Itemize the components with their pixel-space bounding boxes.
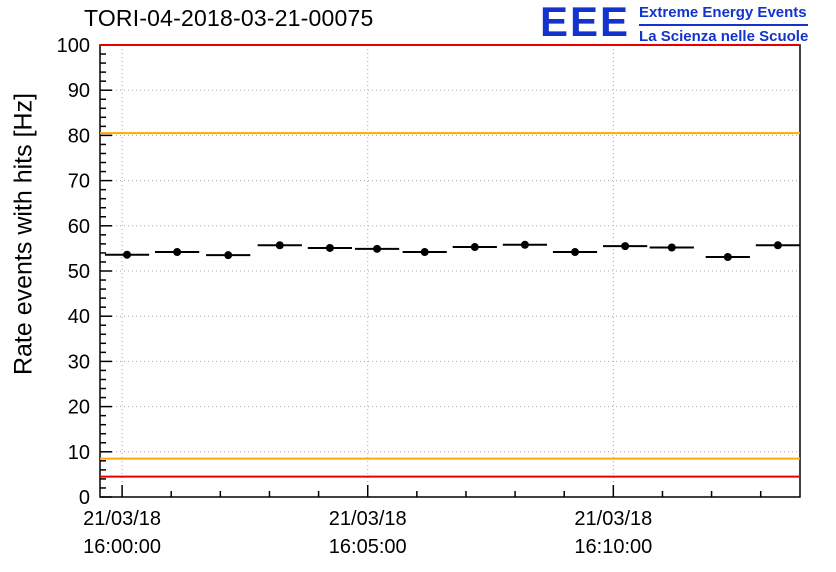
svg-text:20: 20 <box>68 397 90 419</box>
eee-logo-line2: La Scienza nelle Scuole <box>639 28 809 45</box>
svg-text:21/03/18: 21/03/18 <box>329 508 407 530</box>
eee-logo-line1: Extreme Energy Events <box>639 4 809 26</box>
svg-text:16:10:00: 16:10:00 <box>574 536 652 558</box>
eee-logo-acronym: EEE <box>540 0 631 45</box>
svg-text:21/03/18: 21/03/18 <box>83 508 161 530</box>
svg-text:100: 100 <box>57 35 90 57</box>
svg-text:16:00:00: 16:00:00 <box>83 536 161 558</box>
eee-logo: EEE Extreme Energy Events La Scienza nel… <box>540 0 809 45</box>
reference-lines <box>100 44 800 478</box>
y-axis-label: Rate events with hits [Hz] <box>9 92 38 376</box>
axis-ticks <box>100 44 762 498</box>
svg-text:21/03/18: 21/03/18 <box>574 508 652 530</box>
svg-text:50: 50 <box>68 261 90 283</box>
svg-text:40: 40 <box>68 306 90 328</box>
x-tick-labels: 21/03/18 16:00:00 21/03/18 16:05:00 21/03/18… <box>83 508 652 558</box>
y-tick-labels: 0 10 20 30 40 50 60 70 80 90 100 <box>57 35 90 509</box>
svg-text:60: 60 <box>68 216 90 238</box>
page-title: TORI-04-2018-03-21-00075 <box>84 5 374 31</box>
svg-text:0: 0 <box>79 487 90 509</box>
svg-text:80: 80 <box>68 125 90 147</box>
svg-text:10: 10 <box>68 442 90 464</box>
grid-layer <box>100 45 800 497</box>
svg-text:70: 70 <box>68 171 90 193</box>
eee-logo-text: Extreme Energy Events La Scienza nelle S… <box>639 2 809 45</box>
svg-text:90: 90 <box>68 80 90 102</box>
data-series <box>104 240 800 261</box>
svg-text:16:05:00: 16:05:00 <box>329 536 407 558</box>
svg-text:30: 30 <box>68 351 90 373</box>
